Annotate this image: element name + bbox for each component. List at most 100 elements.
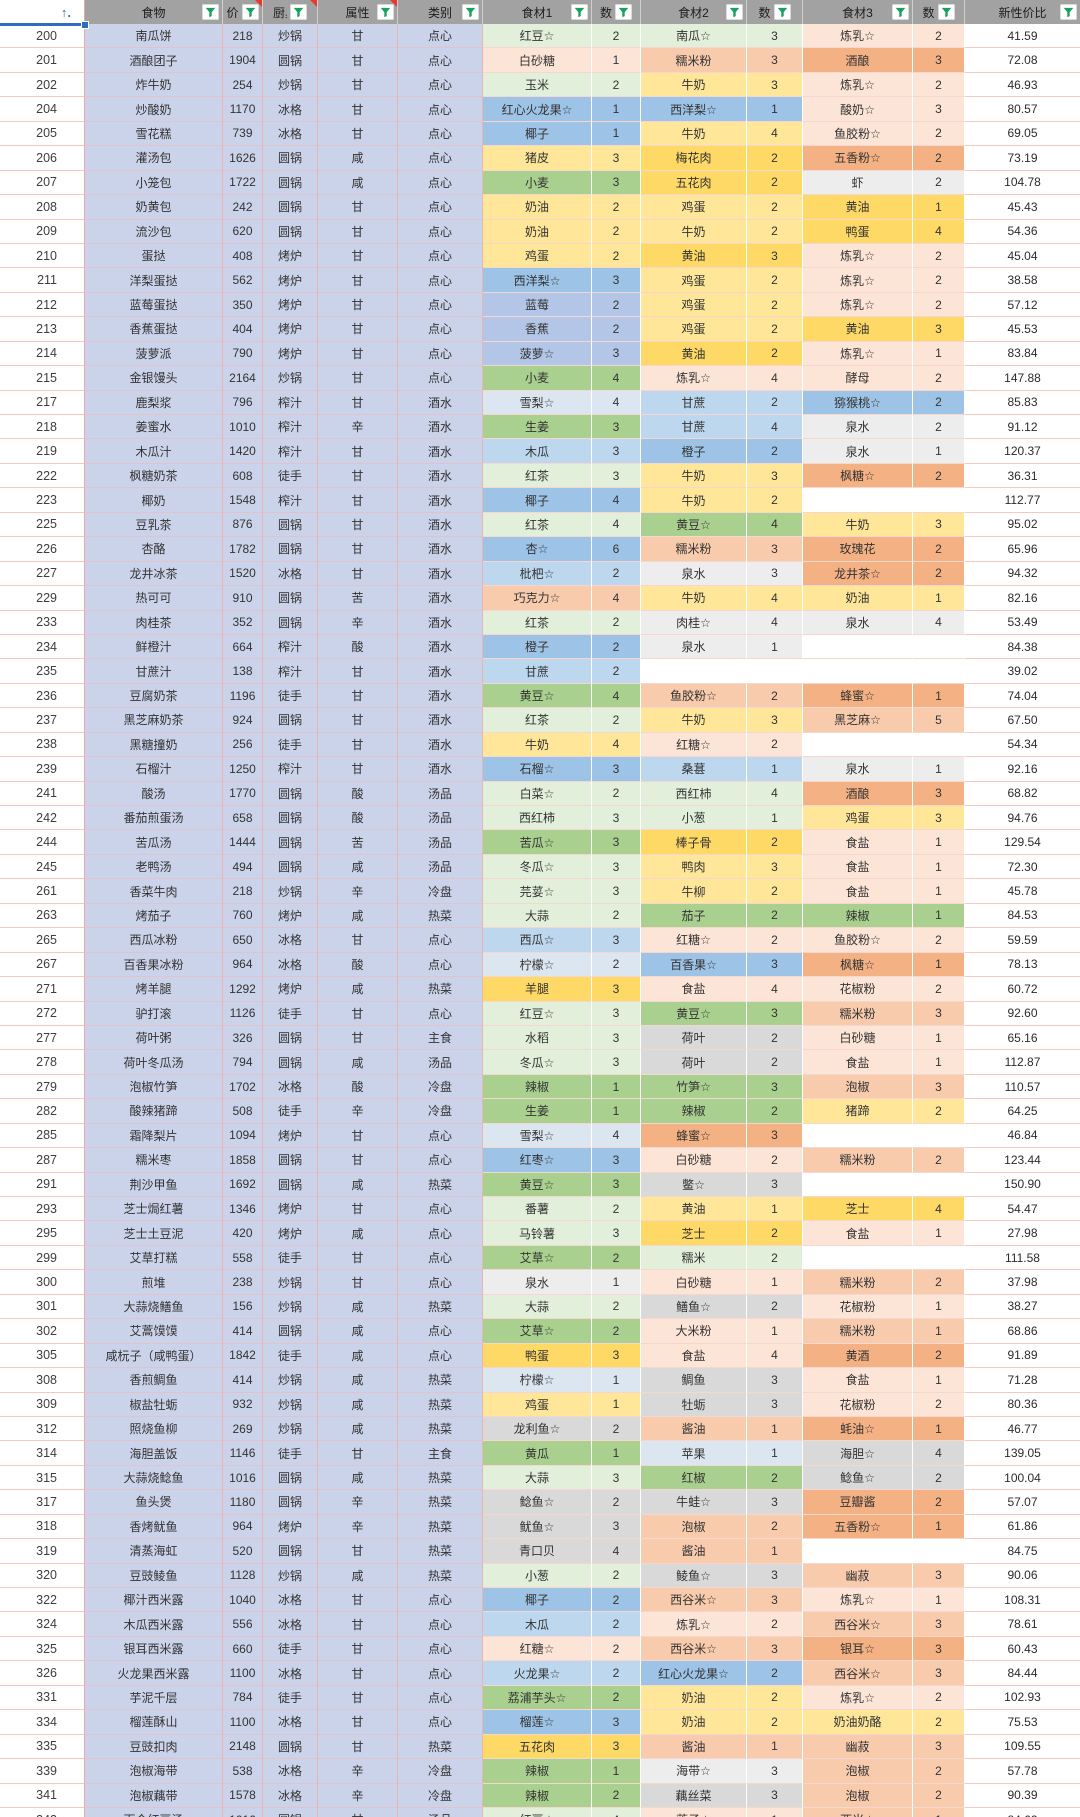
ingredient3-cell[interactable]: 食盐 — [803, 879, 913, 904]
ingredient2-cell[interactable]: 鳖☆ — [641, 1172, 747, 1197]
ratio-cell[interactable]: 94.32 — [965, 561, 1080, 587]
ratio-cell[interactable]: 82.16 — [965, 586, 1080, 611]
attribute-cell[interactable]: 辛 — [318, 879, 398, 904]
ingredient2-cell[interactable]: 西洋梨☆ — [641, 97, 747, 122]
category-cell[interactable]: 点心 — [398, 170, 483, 196]
row-number-cell[interactable]: 211 — [0, 268, 85, 293]
attribute-cell[interactable]: 甘 — [318, 439, 398, 464]
qty3-cell[interactable]: 1 — [913, 879, 965, 904]
food-cell[interactable]: 枫糖奶茶 — [85, 463, 223, 489]
category-cell[interactable]: 点心 — [398, 1636, 483, 1662]
cookware-cell[interactable]: 榨汁 — [263, 659, 318, 684]
row-number-cell[interactable]: 235 — [0, 659, 85, 684]
category-cell[interactable]: 汤品 — [398, 854, 483, 880]
ingredient1-cell[interactable]: 奶油 — [483, 195, 592, 220]
ingredient2-cell[interactable]: 苹果 — [641, 1441, 747, 1466]
ratio-cell[interactable]: 65.16 — [965, 1025, 1080, 1051]
attribute-cell[interactable]: 甘 — [318, 463, 398, 489]
filter-funnel-icon[interactable] — [571, 4, 588, 20]
qty1-cell[interactable]: 4 — [592, 683, 641, 709]
row-number-cell[interactable]: 217 — [0, 390, 85, 415]
qty1-cell[interactable]: 1 — [592, 1368, 641, 1393]
qty3-cell[interactable]: 4 — [913, 1197, 965, 1222]
cookware-cell[interactable]: 冰格 — [263, 1759, 318, 1784]
ingredient2-cell[interactable]: 糯米粉 — [641, 537, 747, 562]
category-cell[interactable]: 冷盘 — [398, 1099, 483, 1124]
row-number-header[interactable]: ↑. — [0, 0, 85, 24]
category-cell[interactable]: 点心 — [398, 366, 483, 391]
price-cell[interactable]: 1170 — [223, 97, 263, 122]
food-cell[interactable]: 龙井冰茶 — [85, 561, 223, 587]
ratio-cell[interactable]: 111.58 — [965, 1245, 1080, 1271]
row-number-cell[interactable]: 320 — [0, 1563, 85, 1588]
attribute-cell[interactable]: 咸 — [318, 1416, 398, 1442]
food-cell[interactable]: 流沙包 — [85, 219, 223, 244]
price-cell[interactable]: 1094 — [223, 1123, 263, 1149]
qty1-cell[interactable]: 2 — [592, 708, 641, 733]
cookware-cell[interactable]: 冰格 — [263, 1612, 318, 1637]
ratio-cell[interactable]: 112.77 — [965, 488, 1080, 513]
ingredient3-cell[interactable]: 玫瑰花 — [803, 537, 913, 562]
row-number-cell[interactable]: 229 — [0, 586, 85, 611]
qty3-cell[interactable]: 2 — [913, 561, 965, 587]
ingredient2-cell[interactable]: 西谷米☆ — [641, 1588, 747, 1613]
price-cell[interactable]: 556 — [223, 1612, 263, 1637]
attribute-cell[interactable]: 辛 — [318, 1490, 398, 1515]
category-cell[interactable]: 点心 — [398, 146, 483, 171]
row-number-cell[interactable]: 309 — [0, 1392, 85, 1417]
ingredient3-cell[interactable]: 鸡蛋 — [803, 806, 913, 831]
ingredient3-cell[interactable]: 炼乳☆ — [803, 24, 913, 49]
attribute-cell[interactable]: 甘 — [318, 317, 398, 342]
row-number-cell[interactable]: 265 — [0, 928, 85, 953]
cookware-cell[interactable]: 炒锅 — [263, 879, 318, 904]
qty3-cell[interactable] — [913, 659, 965, 684]
ratio-cell[interactable]: 72.08 — [965, 48, 1080, 73]
qty2-cell[interactable]: 2 — [747, 879, 803, 904]
price-cell[interactable]: 1420 — [223, 439, 263, 464]
ingredient1-cell[interactable]: 荔浦芋头☆ — [483, 1685, 592, 1711]
qty1-cell[interactable]: 3 — [592, 1734, 641, 1760]
qty1-cell[interactable]: 3 — [592, 1001, 641, 1026]
ratio-cell[interactable]: 150.90 — [965, 1172, 1080, 1197]
ingredient3-cell[interactable]: 泡椒 — [803, 1783, 913, 1808]
ingredient2-cell[interactable]: 竹笋☆ — [641, 1074, 747, 1100]
filter-funnel-icon[interactable] — [726, 4, 743, 20]
ingredient1-cell[interactable]: 枇杷☆ — [483, 561, 592, 587]
qty3-cell[interactable]: 1 — [913, 1221, 965, 1246]
qty3-cell[interactable]: 2 — [913, 977, 965, 1002]
attribute-cell[interactable]: 甘 — [318, 341, 398, 367]
food-cell[interactable]: 金银馒头 — [85, 366, 223, 391]
ingredient2-cell[interactable]: 荷叶 — [641, 1025, 747, 1051]
ingredient2-cell[interactable]: 鱼胶粉☆ — [641, 683, 747, 709]
food-cell[interactable]: 香烤鱿鱼 — [85, 1514, 223, 1540]
sort-ascending-icon[interactable]: ↑. — [60, 4, 71, 20]
ingredient1-cell[interactable]: 大蒜 — [483, 1294, 592, 1320]
row-number-cell[interactable]: 278 — [0, 1050, 85, 1075]
price-cell[interactable]: 784 — [223, 1685, 263, 1711]
attribute-cell[interactable]: 甘 — [318, 928, 398, 953]
attribute-cell[interactable]: 甘 — [318, 1539, 398, 1564]
ratio-cell[interactable]: 91.89 — [965, 1343, 1080, 1369]
qty1-cell[interactable]: 2 — [592, 1588, 641, 1613]
ingredient3-cell[interactable]: 炼乳☆ — [803, 243, 913, 269]
row-number-cell[interactable]: 267 — [0, 952, 85, 978]
ingredient3-cell[interactable]: 辣椒 — [803, 903, 913, 929]
food-cell[interactable]: 酸辣猪蹄 — [85, 1099, 223, 1124]
ingredient3-cell[interactable]: 西米☆ — [803, 1807, 913, 1817]
qty1-cell[interactable]: 4 — [592, 366, 641, 391]
qty3-cell[interactable]: 1 — [913, 952, 965, 978]
qty2-cell[interactable]: 3 — [747, 1636, 803, 1662]
row-number-cell[interactable]: 219 — [0, 439, 85, 464]
attribute-cell[interactable]: 甘 — [318, 292, 398, 318]
ingredient3-cell[interactable]: 炼乳☆ — [803, 72, 913, 98]
qty2-cell[interactable]: 3 — [747, 1490, 803, 1515]
row-number-cell[interactable]: 201 — [0, 48, 85, 73]
ratio-cell[interactable]: 45.43 — [965, 195, 1080, 220]
qty2-cell[interactable]: 2 — [747, 1661, 803, 1686]
category-cell[interactable]: 点心 — [398, 928, 483, 953]
ingredient2-cell[interactable]: 鸡蛋 — [641, 268, 747, 293]
cookware-cell[interactable]: 烤炉 — [263, 1197, 318, 1222]
ingredient2-cell[interactable]: 鸡蛋 — [641, 292, 747, 318]
price-cell[interactable]: 1126 — [223, 1001, 263, 1026]
ingredient2-cell[interactable]: 牛蛙☆ — [641, 1490, 747, 1515]
